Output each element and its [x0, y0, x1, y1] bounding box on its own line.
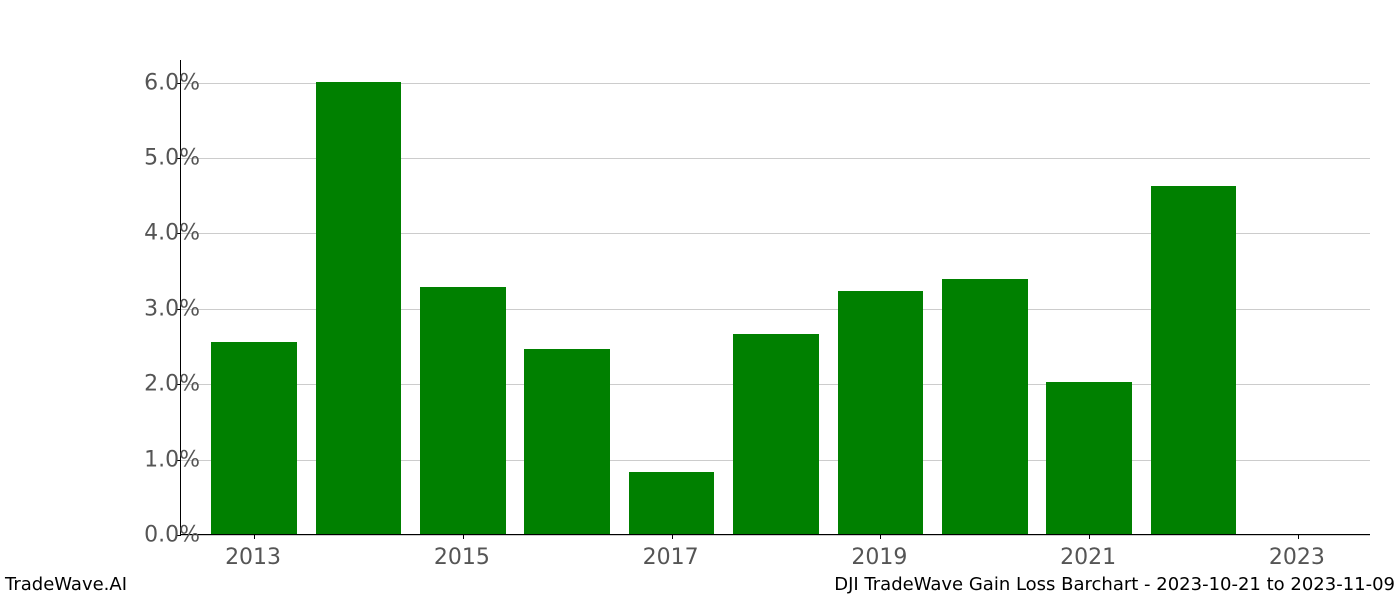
xtick-mark — [254, 534, 255, 539]
bar — [838, 291, 924, 534]
xtick-label: 2021 — [1060, 545, 1116, 570]
chart-container — [180, 60, 1370, 535]
footer-left-text: TradeWave.AI — [5, 574, 127, 595]
xtick-label: 2015 — [434, 545, 490, 570]
xtick-label: 2019 — [851, 545, 907, 570]
gridline — [181, 535, 1370, 536]
plot-area — [180, 60, 1370, 535]
bar — [942, 279, 1028, 534]
xtick-mark — [880, 534, 881, 539]
xtick-label: 2013 — [225, 545, 281, 570]
ytick-label: 6.0% — [120, 70, 200, 95]
bar — [629, 472, 715, 534]
bar — [316, 82, 402, 534]
xtick-label: 2023 — [1269, 545, 1325, 570]
ytick-label: 1.0% — [120, 447, 200, 472]
ytick-label: 4.0% — [120, 221, 200, 246]
ytick-label: 3.0% — [120, 296, 200, 321]
footer-right-text: DJI TradeWave Gain Loss Barchart - 2023-… — [834, 574, 1395, 595]
xtick-mark — [1298, 534, 1299, 539]
ytick-label: 5.0% — [120, 146, 200, 171]
bar — [1151, 186, 1237, 534]
xtick-mark — [463, 534, 464, 539]
bar — [524, 349, 610, 534]
xtick-mark — [1089, 534, 1090, 539]
xtick-mark — [672, 534, 673, 539]
ytick-label: 2.0% — [120, 372, 200, 397]
bar — [211, 342, 297, 534]
ytick-label: 0.0% — [120, 523, 200, 548]
bar — [1046, 382, 1132, 534]
xtick-label: 2017 — [643, 545, 699, 570]
bar — [733, 334, 819, 534]
bar — [420, 287, 506, 534]
